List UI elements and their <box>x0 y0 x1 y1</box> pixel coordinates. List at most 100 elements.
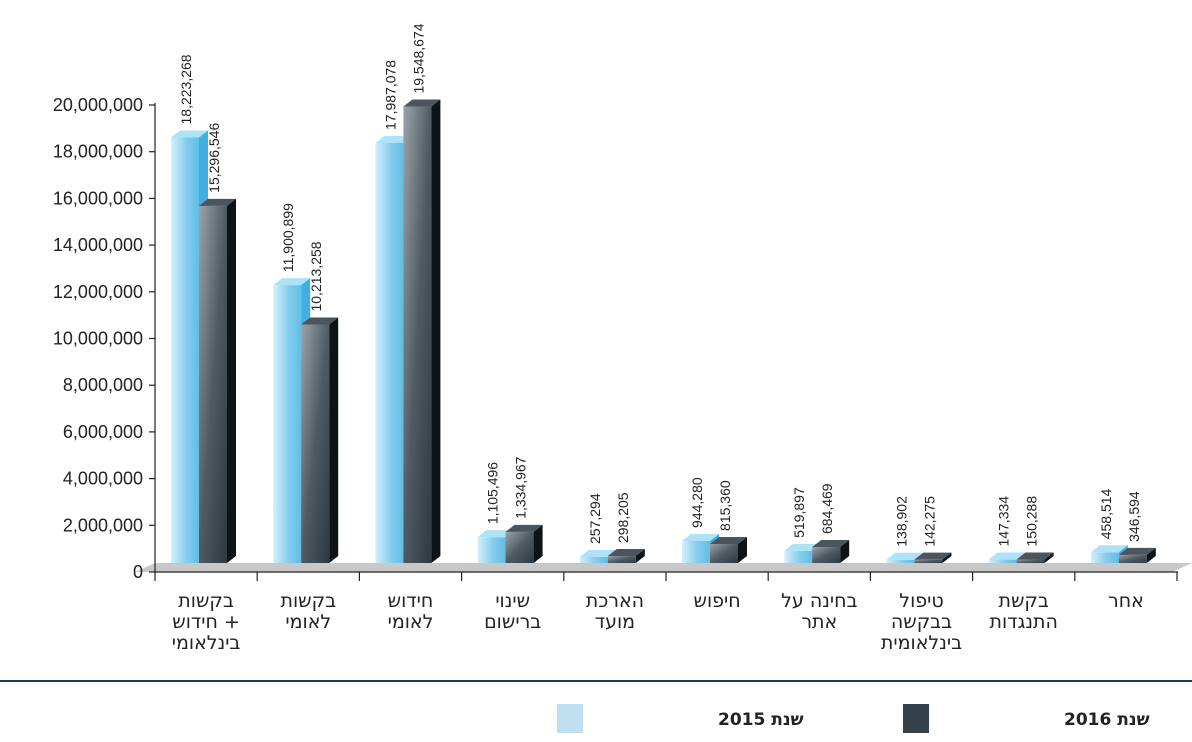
chart-floor <box>135 563 1192 572</box>
bar-side-face <box>329 317 339 563</box>
bar-2016 <box>403 99 441 564</box>
legend-swatch-2015 <box>557 704 583 733</box>
data-label: 519,897 <box>791 487 807 538</box>
y-tick-label: 4,000,000 <box>63 469 143 489</box>
category-label: אחר <box>1108 590 1144 612</box>
bar-front-face <box>403 106 432 564</box>
legend: שנת 2016 שנת 2015 <box>557 704 1150 733</box>
bar-2016 <box>607 549 645 563</box>
data-label: 346,594 <box>1126 491 1142 542</box>
bar-top-face <box>579 549 617 557</box>
y-tick-label: 20,000,000 <box>53 95 143 115</box>
bar-2016 <box>1118 547 1156 563</box>
category-label: חיפוש <box>694 590 741 612</box>
bar-front-face <box>607 556 636 563</box>
y-tick-label: 14,000,000 <box>53 235 143 255</box>
bar-2016 <box>301 317 339 563</box>
bar-side-face <box>1146 547 1156 563</box>
y-tick-label: 10,000,000 <box>53 329 143 349</box>
bar-top-face <box>784 543 822 551</box>
bar-side-face <box>635 549 645 563</box>
bars: 18,223,268 15,296,546 11,900,899 10,213,258… <box>171 23 1156 564</box>
category-label: שינוי ברישום <box>484 590 541 633</box>
bar-front-face <box>199 205 227 563</box>
category-label: בקשות לאומי <box>281 590 337 633</box>
bar-side-face <box>1044 552 1054 563</box>
data-label: 944,280 <box>689 477 705 528</box>
data-label: 15,296,546 <box>206 123 222 193</box>
bar-side-face <box>840 540 850 563</box>
bar-front-face <box>710 543 738 563</box>
bar-top-face <box>682 533 719 541</box>
y-tick-label: 16,000,000 <box>53 188 143 208</box>
legend-label-2016: שנת 2016 <box>1064 710 1150 730</box>
bar-side-face <box>227 198 236 563</box>
bar-front-face <box>682 540 710 563</box>
bar-top-face <box>273 278 311 286</box>
data-label: 298,205 <box>615 492 631 543</box>
category-label: חידוש לאומי <box>388 590 434 633</box>
bar-front-face <box>914 559 943 563</box>
bar-top-face <box>301 317 339 325</box>
bar-front-face <box>579 556 608 563</box>
y-tick-label: 8,000,000 <box>63 375 143 395</box>
category-label: בקשות + חידוש בינלאומי <box>172 590 241 654</box>
category-label: טיפול בבקשה בינלאומית <box>881 590 962 654</box>
bar-2016 <box>710 536 747 563</box>
bar-front-face <box>477 537 506 563</box>
data-label: 458,514 <box>1098 488 1114 539</box>
bar-front-face <box>784 550 813 563</box>
data-label: 150,288 <box>1024 496 1040 547</box>
y-tick-label: 2,000,000 <box>63 515 143 535</box>
bar-front-face <box>988 559 1017 563</box>
data-label: 1,105,496 <box>485 462 501 524</box>
y-tick-label: 18,000,000 <box>53 142 143 162</box>
bar-top-face <box>171 130 208 138</box>
category-label: הארכת מועד <box>586 590 644 633</box>
data-label: 17,987,078 <box>382 60 398 130</box>
bar-top-face <box>1016 552 1054 560</box>
bar-top-face <box>914 552 952 560</box>
bar-top-face <box>1118 547 1156 555</box>
bar-front-face <box>1118 554 1147 563</box>
data-label: 147,334 <box>996 496 1012 547</box>
data-label: 10,213,258 <box>308 241 324 311</box>
data-label: 1,334,967 <box>513 456 529 518</box>
y-axis-ticks: 0 2,000,000 4,000,000 6,000,000 8,000,000 10,… <box>53 95 155 582</box>
bar-2015 <box>784 543 822 563</box>
bar-side-face <box>942 552 952 563</box>
bar-front-face <box>273 285 302 563</box>
bar-front-face <box>1016 559 1045 563</box>
bar-2016 <box>914 552 952 563</box>
bar-front-face <box>301 324 330 563</box>
x-axis-ticks <box>154 572 1178 581</box>
category-label: בקשת התנגדות <box>990 590 1058 633</box>
data-label: 18,223,268 <box>178 54 194 124</box>
bar-front-face <box>505 531 534 563</box>
bar-top-face <box>988 552 1026 560</box>
bar-front-face <box>171 137 199 563</box>
bar-top-face <box>505 524 543 532</box>
bar-front-face <box>375 143 404 564</box>
y-tick-label: 12,000,000 <box>53 282 143 302</box>
bar-top-face <box>710 536 747 544</box>
bar-side-face <box>533 524 543 563</box>
bar-side-face <box>738 536 747 563</box>
data-label: 138,902 <box>893 496 909 547</box>
bar-top-face <box>607 549 645 557</box>
bar-top-face <box>477 530 515 538</box>
bar-top-face <box>886 552 924 560</box>
bar-top-face <box>199 198 236 206</box>
category-labels: בקשות + חידוש בינלאומי בקשות לאומי חידוש לאומי… <box>172 590 1144 654</box>
legend-label-2015: שנת 2015 <box>718 710 804 730</box>
bar-front-face <box>886 559 915 563</box>
y-tick-label: 0 <box>133 562 143 582</box>
bar-side-face <box>431 99 441 564</box>
bar-top-face <box>375 136 413 144</box>
data-label: 684,469 <box>819 483 835 534</box>
data-label: 142,275 <box>921 496 937 547</box>
data-label: 19,548,674 <box>410 23 426 93</box>
bar-2016 <box>505 524 543 563</box>
bar-top-face <box>812 540 850 548</box>
